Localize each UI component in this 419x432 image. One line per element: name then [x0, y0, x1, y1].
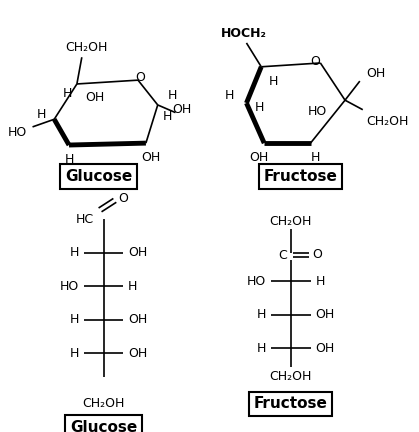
Text: HO: HO [247, 275, 266, 288]
Text: H: H [70, 246, 79, 259]
Text: O: O [118, 192, 128, 205]
Text: HO: HO [8, 126, 27, 139]
Text: O: O [310, 54, 321, 67]
Text: H: H [37, 108, 47, 121]
Text: O: O [313, 248, 322, 261]
Text: H: H [70, 313, 79, 326]
Text: H: H [128, 280, 137, 293]
Text: H: H [168, 89, 177, 102]
Text: H: H [163, 110, 172, 123]
Text: OH: OH [128, 246, 147, 259]
Text: OH: OH [367, 67, 386, 80]
Text: Fructose: Fructose [254, 396, 328, 411]
Text: H: H [225, 89, 235, 102]
Text: CH₂OH: CH₂OH [65, 41, 108, 54]
Text: CH₂OH: CH₂OH [367, 114, 409, 128]
Text: OH: OH [141, 151, 160, 164]
Text: C: C [279, 249, 287, 262]
Text: H: H [70, 346, 79, 359]
Text: H: H [62, 87, 72, 100]
Text: O: O [135, 71, 145, 84]
Text: H: H [269, 75, 278, 88]
Text: H: H [316, 275, 325, 288]
Text: H: H [257, 342, 266, 355]
Text: OH: OH [173, 103, 192, 116]
Text: CH₂OH: CH₂OH [269, 215, 312, 228]
Text: OH: OH [128, 346, 147, 359]
Text: CH₂OH: CH₂OH [82, 397, 125, 410]
Text: OH: OH [85, 91, 104, 104]
Text: Glucose: Glucose [70, 420, 137, 432]
Text: Glucose: Glucose [65, 169, 132, 184]
Text: HO: HO [308, 105, 327, 118]
Text: OH: OH [128, 313, 147, 326]
Text: HO: HO [59, 280, 79, 293]
Text: H: H [257, 308, 266, 321]
Text: HC: HC [75, 213, 94, 226]
Text: H: H [311, 151, 320, 164]
Text: OH: OH [316, 308, 335, 321]
Text: H: H [254, 102, 264, 114]
Text: H: H [65, 153, 74, 166]
Text: OH: OH [250, 151, 269, 164]
Text: Fructose: Fructose [264, 169, 338, 184]
Text: OH: OH [316, 342, 335, 355]
Text: CH₂OH: CH₂OH [269, 370, 312, 383]
Text: HOCH₂: HOCH₂ [220, 27, 266, 40]
